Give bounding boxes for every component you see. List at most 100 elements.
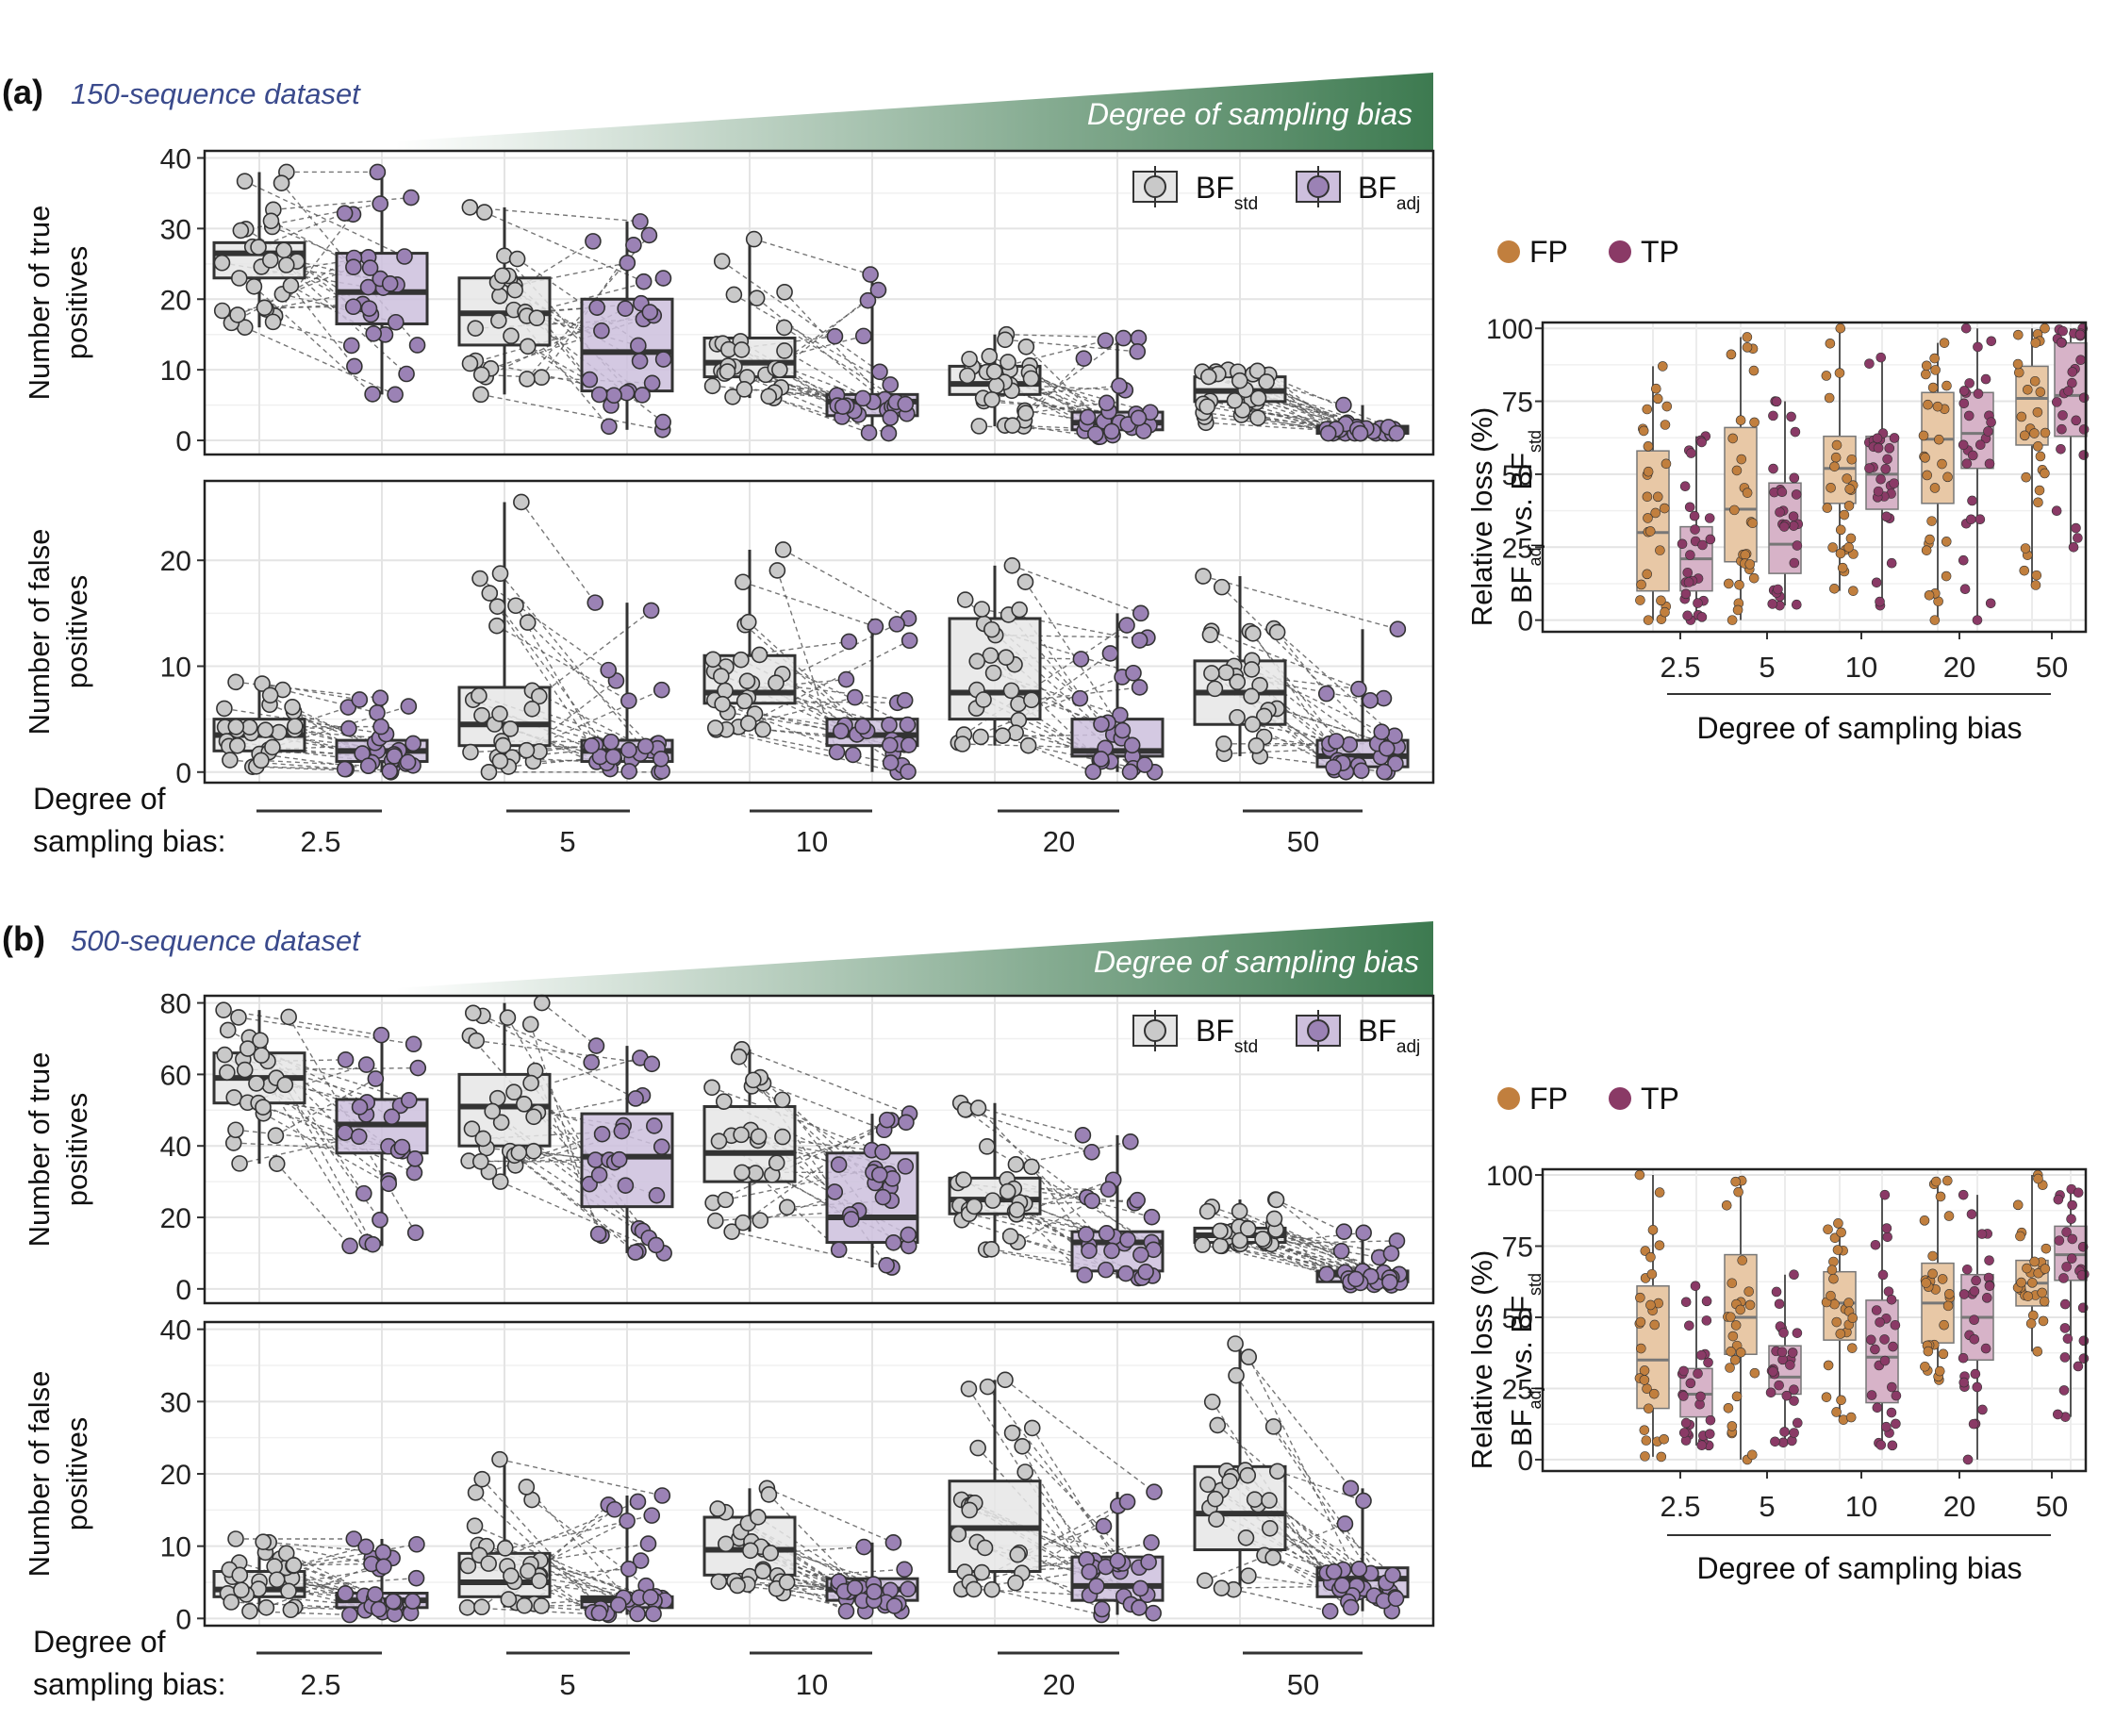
paired-line [1226, 671, 1359, 690]
point-adj [1093, 716, 1110, 733]
paired-line [1273, 628, 1328, 695]
point-std [998, 649, 1015, 666]
point-std [471, 687, 487, 704]
point-std [280, 1582, 297, 1600]
point-std [704, 651, 721, 669]
paired-line [270, 259, 355, 367]
point-std [518, 741, 536, 759]
point-adj [396, 248, 413, 265]
point-fp [1943, 1211, 1955, 1221]
point-tp [1958, 554, 1969, 566]
point-fp [1649, 1319, 1661, 1331]
paired-line [294, 1606, 366, 1612]
point-std [739, 715, 757, 732]
point-adj [900, 1580, 917, 1598]
point-std [256, 721, 274, 738]
point-tp [1677, 538, 1688, 550]
paired-line [509, 1150, 639, 1252]
point-fp [1920, 1361, 1930, 1372]
paired-line [1021, 1446, 1140, 1568]
point-adj [844, 746, 862, 764]
point-fp [1727, 1331, 1739, 1342]
point-std [488, 617, 505, 635]
point-adj [878, 1256, 895, 1274]
point-fp [1927, 1268, 1938, 1280]
point-adj [1384, 1566, 1401, 1584]
bias-group-label: 5 [559, 1668, 575, 1701]
point-adj [383, 1108, 401, 1126]
point-fp [1747, 518, 1758, 529]
point-adj [826, 327, 844, 345]
point-std [983, 1192, 1001, 1209]
point-adj [359, 757, 377, 775]
paired-line [266, 287, 384, 310]
point-adj [874, 1188, 892, 1206]
point-fp [1636, 579, 1646, 590]
point-adj [854, 389, 871, 407]
bias-group-label: 10 [796, 1668, 828, 1701]
point-std [1231, 372, 1248, 389]
point-fp [1937, 458, 1947, 470]
point-fp [1655, 545, 1665, 555]
point-tp [2061, 1227, 2072, 1237]
point-tp [1696, 437, 1707, 448]
point-adj [1373, 723, 1391, 740]
point-std [239, 1040, 256, 1057]
point-fp [2025, 1318, 2037, 1329]
point-std [738, 672, 756, 690]
point-fp [1926, 516, 1937, 526]
point-tp [2073, 1187, 2084, 1199]
point-fp [1837, 562, 1848, 573]
point-adj [341, 1237, 358, 1255]
point-tp [1967, 495, 1977, 506]
point-std [1248, 362, 1266, 380]
point-adj [1118, 1493, 1136, 1511]
paired-line [1251, 669, 1382, 733]
point-adj [648, 1186, 666, 1204]
point-std [240, 719, 258, 736]
point-adj [1382, 1245, 1400, 1263]
paired-line [1018, 609, 1102, 725]
point-fp [1831, 1316, 1842, 1328]
point-fp [1736, 454, 1747, 465]
point-fp [1847, 1313, 1859, 1324]
point-tp [2071, 415, 2082, 426]
point-fp [2028, 1310, 2039, 1321]
point-fp [2040, 468, 2050, 479]
point-tp [1785, 1360, 1795, 1370]
paired-line [244, 326, 396, 395]
point-std [475, 204, 493, 221]
paired-line [1032, 1428, 1119, 1565]
point-fp [1635, 595, 1645, 605]
point-std [280, 1008, 297, 1026]
point-adj [1145, 1604, 1162, 1622]
point-fp [1726, 349, 1737, 360]
paired-line [1028, 745, 1155, 773]
paired-line [763, 1083, 884, 1131]
point-adj [1325, 1562, 1343, 1580]
point-std [505, 1083, 522, 1101]
point-std [227, 1530, 244, 1547]
point-tp [1696, 1349, 1707, 1361]
point-std [503, 1567, 520, 1584]
paired-line [240, 203, 381, 232]
y-axis-label: Number of true positives [23, 1052, 93, 1248]
point-std [725, 286, 743, 304]
paired-line [506, 1543, 649, 1567]
point-tp [1888, 1341, 1898, 1352]
paired-line [776, 570, 838, 752]
point-adj [900, 763, 917, 781]
y-tick-label: 100 [1486, 314, 1533, 345]
point-adj [361, 259, 379, 276]
point-adj [882, 754, 900, 771]
legend-std-label-b: BFstd [1196, 1014, 1258, 1057]
point-adj [1125, 664, 1142, 682]
point-adj [634, 387, 651, 404]
point-fp [1730, 1176, 1741, 1187]
point-std [223, 1594, 240, 1611]
y-axis-label-line1: Number of false [23, 1371, 56, 1578]
point-tp [1971, 1275, 1981, 1286]
right-ylabel-line1-b: Relative loss (%) [1465, 1250, 1498, 1470]
point-std [729, 1577, 746, 1595]
paired-line [223, 707, 387, 736]
